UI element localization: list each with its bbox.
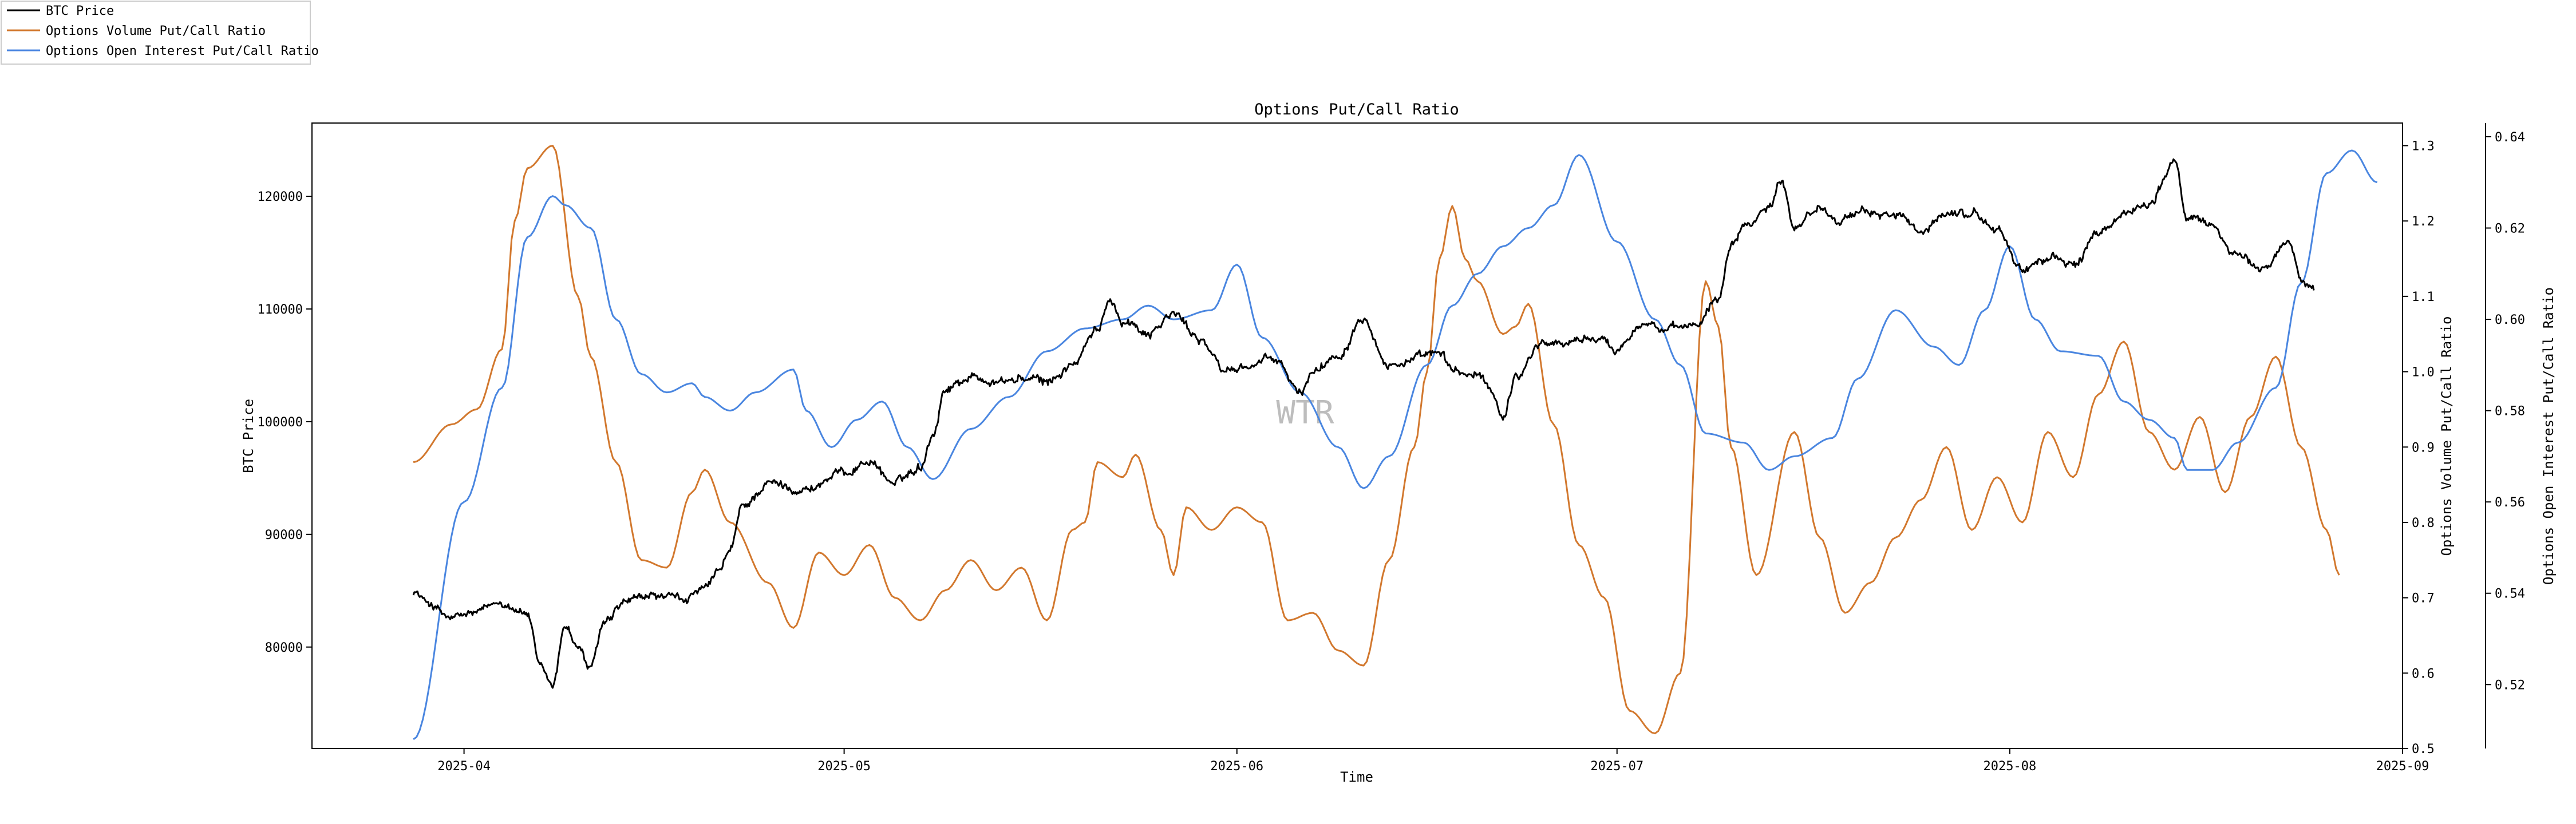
y-left-axis-label: BTC Price: [240, 399, 256, 473]
y-tick-label: 0.54: [2495, 587, 2525, 601]
legend-label-volume-ratio: Options Volume Put/Call Ratio: [46, 24, 266, 38]
y-right1-axis-ticks: 0.5 0.6 0.7 0.8 0.9 1.0 1.1 1.2 1.3: [2403, 140, 2435, 756]
y-tick-label: 1.2: [2412, 215, 2435, 229]
legend: BTC Price Options Volume Put/Call Ratio …: [1, 1, 319, 65]
x-axis-ticks: 2025-04 2025-05 2025-06 2025-07 2025-08 2025-…: [437, 748, 2429, 774]
y-tick-label: 0.56: [2495, 496, 2525, 510]
series-line-oi-ratio: [413, 149, 2378, 740]
x-tick-label: 2025-06: [1210, 759, 1263, 774]
y-tick-label: 0.8: [2412, 516, 2435, 530]
y-tick-label: 90000: [265, 528, 303, 542]
y-tick-label: 0.7: [2412, 592, 2435, 606]
y-tick-label: 0.58: [2495, 405, 2525, 419]
y-tick-label: 1.3: [2412, 140, 2435, 154]
y-tick-label: 0.5: [2412, 742, 2435, 756]
y-tick-label: 0.9: [2412, 441, 2435, 455]
plot-frame: [311, 122, 2403, 749]
y-left-axis-ticks: 80000 90000 100000 110000 120000: [258, 190, 312, 655]
y-tick-label: 0.64: [2495, 130, 2525, 145]
y-right2-axis-label: Options Open Interest Put/Call Ratio: [2541, 287, 2557, 585]
y-tick-label: 1.0: [2412, 366, 2435, 380]
y-tick-label: 120000: [258, 190, 303, 204]
series-line-volume-ratio: [413, 145, 2340, 735]
y-tick-label: 100000: [258, 415, 303, 430]
y-tick-label: 0.62: [2495, 221, 2525, 236]
legend-frame: [1, 1, 311, 65]
x-tick-label: 2025-07: [1590, 759, 1643, 774]
legend-label-btc-price: BTC Price: [46, 4, 114, 18]
y-tick-label: 0.52: [2495, 678, 2525, 692]
chart-title: Options Put/Call Ratio: [1254, 101, 1459, 118]
y-tick-label: 110000: [258, 303, 303, 317]
y-tick-label: 0.6: [2412, 667, 2435, 681]
y-right1-axis-label: Options Volume Put/Call Ratio: [2439, 316, 2455, 556]
series-lines: [412, 145, 2378, 740]
x-axis-label: Time: [1340, 769, 1373, 785]
y-tick-label: 80000: [265, 641, 303, 655]
series-line-btc-price: [412, 158, 2315, 689]
y-right2-axis-ticks: 0.52 0.54 0.56 0.58 0.60 0.62 0.64: [2486, 130, 2525, 692]
legend-label-oi-ratio: Options Open Interest Put/Call Ratio: [46, 44, 319, 58]
x-tick-label: 2025-05: [817, 759, 871, 774]
x-tick-label: 2025-04: [437, 759, 491, 774]
watermark: WTR: [1276, 394, 1334, 431]
x-tick-label: 2025-08: [1984, 759, 2037, 774]
x-tick-label: 2025-09: [2376, 759, 2429, 774]
y-tick-label: 0.60: [2495, 313, 2525, 327]
y-tick-label: 1.1: [2412, 290, 2435, 304]
